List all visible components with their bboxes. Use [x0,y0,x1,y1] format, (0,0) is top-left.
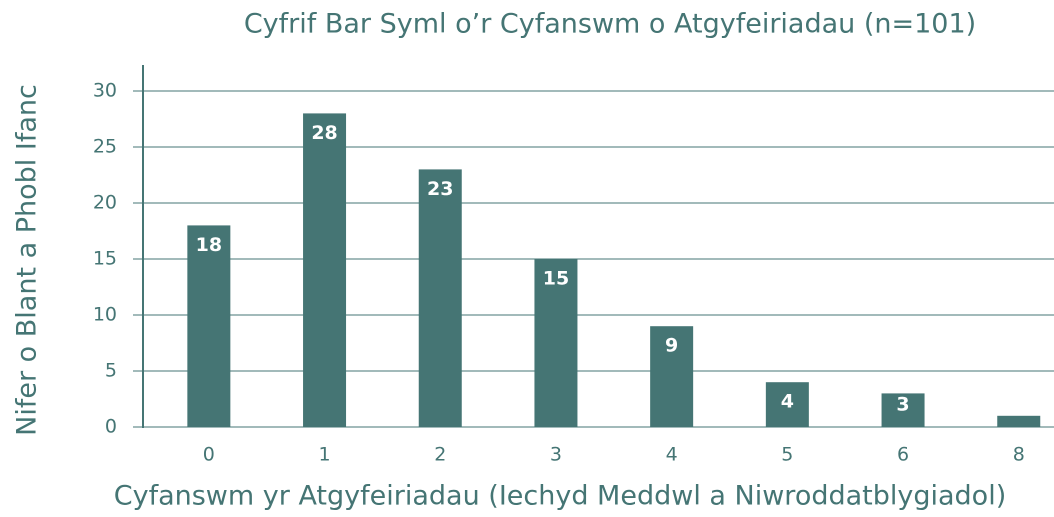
y-tick-label: 5 [105,360,117,382]
bar [534,259,578,427]
x-tick-label: 3 [550,444,562,466]
value-label: 1 [1012,394,1025,416]
y-tick-label: 0 [105,416,117,438]
x-tick-label: 6 [897,444,909,466]
x-tick-label: 8 [1013,444,1025,466]
x-tick-label: 2 [434,444,446,466]
value-label: 15 [543,268,569,290]
bar [418,169,462,427]
value-label: 23 [427,178,453,200]
y-tick-label: 25 [93,136,117,158]
value-label: 4 [781,391,794,413]
y-tick-label: 10 [93,304,117,326]
x-axis-label: Cyfanswm yr Atgyfeiriadau (Iechyd Meddwl… [114,481,1007,512]
chart-title: Cyfrif Bar Syml o’r Cyfanswm o Atgyfeiri… [244,9,976,40]
y-axis-label: Nifer o Blant a Phobl Ifanc [12,84,43,436]
bar [765,382,809,427]
bar [303,113,347,428]
x-tick-label: 1 [319,444,331,466]
y-tick-label: 30 [93,80,117,102]
y-tick-label: 20 [93,192,117,214]
bar [881,393,925,427]
bar [997,415,1041,427]
value-label: 28 [311,122,337,144]
x-tick-label: 5 [781,444,793,466]
y-tick-label: 15 [93,248,117,270]
x-tick-label: 4 [666,444,678,466]
value-label: 3 [896,394,909,416]
x-tick-label: 0 [203,444,215,466]
bar [650,326,694,427]
value-label: 9 [665,335,678,357]
bar [187,225,231,427]
value-label: 18 [196,234,222,256]
